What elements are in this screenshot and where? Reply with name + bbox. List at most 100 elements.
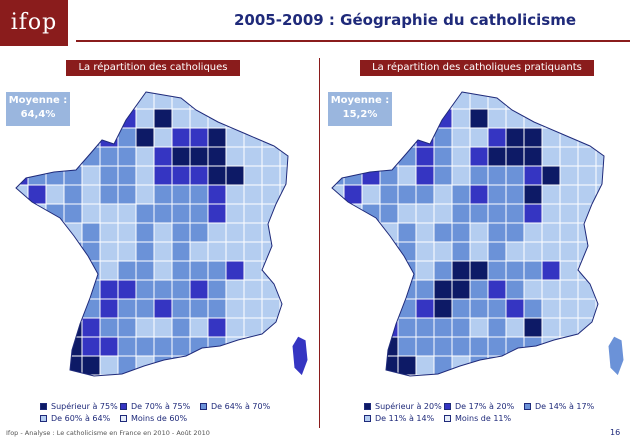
department-region xyxy=(379,184,399,205)
department-region xyxy=(451,127,471,148)
department-region xyxy=(469,92,489,110)
department-region xyxy=(81,146,101,167)
department-region xyxy=(559,165,579,186)
department-region xyxy=(117,298,137,319)
department-region xyxy=(505,241,525,262)
department-region xyxy=(27,146,47,167)
department-region xyxy=(505,92,525,110)
department-region xyxy=(99,336,119,357)
department-region xyxy=(415,355,435,376)
department-region xyxy=(487,355,507,376)
department-region xyxy=(433,184,453,205)
department-region xyxy=(189,241,209,262)
department-region xyxy=(487,92,507,110)
department-region xyxy=(225,127,245,148)
department-region xyxy=(99,127,119,148)
department-region xyxy=(171,127,191,148)
legend-item: Moins de 60% xyxy=(120,414,187,423)
department-region xyxy=(397,146,417,167)
department-region xyxy=(469,165,489,186)
department-region xyxy=(243,184,263,205)
department-region xyxy=(343,127,363,148)
department-region xyxy=(189,222,209,243)
department-region xyxy=(451,165,471,186)
department-region xyxy=(469,279,489,300)
department-region xyxy=(397,92,417,110)
department-region xyxy=(16,165,29,186)
department-region xyxy=(27,298,47,319)
department-region xyxy=(379,108,399,129)
department-region xyxy=(397,165,417,186)
department-region xyxy=(361,317,381,338)
department-region xyxy=(505,260,525,281)
department-region xyxy=(397,184,417,205)
department-region xyxy=(451,317,471,338)
department-region xyxy=(99,222,119,243)
department-region xyxy=(343,146,363,167)
department-region xyxy=(45,260,65,281)
legend-item: De 17% à 20% xyxy=(444,402,514,411)
department-region xyxy=(595,108,604,129)
department-region xyxy=(487,203,507,224)
department-region xyxy=(577,241,597,262)
department-region xyxy=(541,127,561,148)
department-region xyxy=(433,260,453,281)
department-region xyxy=(505,279,525,300)
department-region xyxy=(243,241,263,262)
department-region xyxy=(207,146,227,167)
department-region xyxy=(45,108,65,129)
department-region xyxy=(81,317,101,338)
department-region xyxy=(595,92,604,110)
department-region xyxy=(243,355,263,376)
department-region xyxy=(225,355,245,376)
department-region xyxy=(135,165,155,186)
department-region xyxy=(541,355,561,376)
department-region xyxy=(541,184,561,205)
department-region xyxy=(189,203,209,224)
department-region xyxy=(153,317,173,338)
department-region xyxy=(189,92,209,110)
department-region xyxy=(332,184,345,205)
department-region xyxy=(332,355,345,376)
department-region xyxy=(505,355,525,376)
department-region xyxy=(332,298,345,319)
department-region xyxy=(279,146,288,167)
department-region xyxy=(332,127,345,148)
department-region xyxy=(207,260,227,281)
department-region xyxy=(279,108,288,129)
department-region xyxy=(541,108,561,129)
department-region xyxy=(81,298,101,319)
department-region xyxy=(595,222,604,243)
department-region xyxy=(243,92,263,110)
department-region xyxy=(595,279,604,300)
department-region xyxy=(361,260,381,281)
department-region xyxy=(343,260,363,281)
department-region xyxy=(117,241,137,262)
right-average-value: 15,2% xyxy=(342,109,378,120)
legend-item: Moins de 11% xyxy=(444,414,511,423)
department-region xyxy=(135,298,155,319)
department-region xyxy=(332,92,345,110)
department-region xyxy=(523,241,543,262)
department-region xyxy=(261,317,281,338)
right-france-map xyxy=(331,91,625,377)
department-region xyxy=(487,146,507,167)
department-region xyxy=(577,203,597,224)
department-region xyxy=(189,260,209,281)
corsica-region xyxy=(291,335,309,377)
department-region xyxy=(361,108,381,129)
department-region xyxy=(343,92,363,110)
department-region xyxy=(189,355,209,376)
department-region xyxy=(153,165,173,186)
department-region xyxy=(279,279,288,300)
legend-label: Supérieur à 20% xyxy=(375,402,442,411)
department-region xyxy=(16,222,29,243)
legend-swatch xyxy=(364,403,371,410)
department-region xyxy=(45,317,65,338)
department-region xyxy=(595,260,604,281)
legend-item: De 70% à 75% xyxy=(120,402,190,411)
department-region xyxy=(153,222,173,243)
department-region xyxy=(505,317,525,338)
legend-swatch xyxy=(444,403,451,410)
department-region xyxy=(243,203,263,224)
